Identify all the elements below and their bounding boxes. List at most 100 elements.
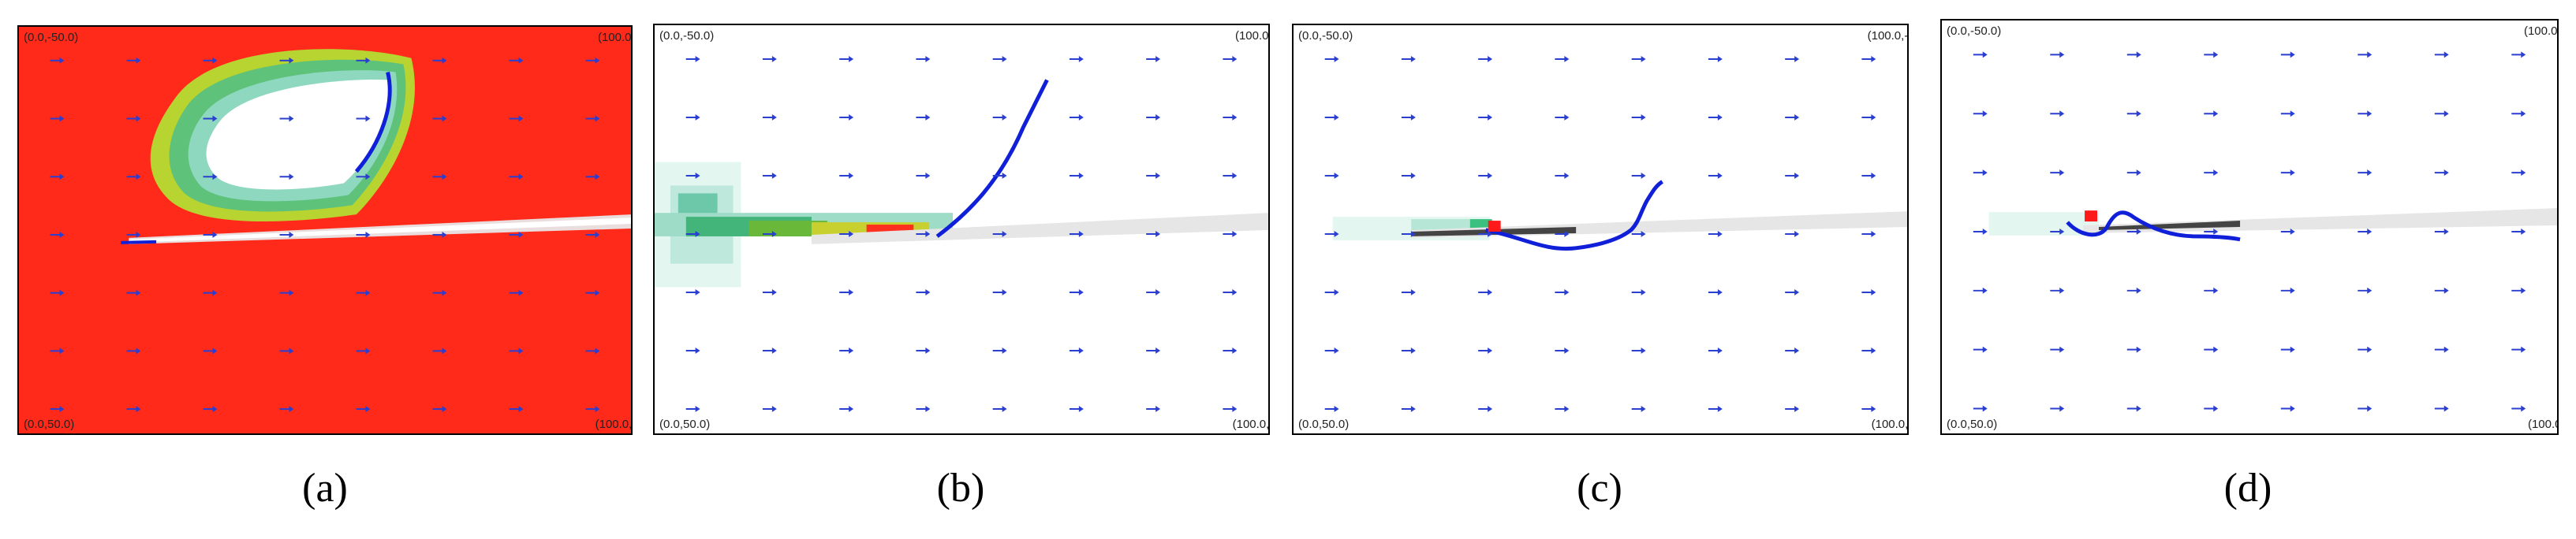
vector-arrow-icon — [1785, 405, 1800, 412]
vector-arrow-icon — [685, 172, 700, 179]
panel-b-vector-field — [685, 55, 1238, 412]
vector-arrow-icon — [356, 173, 371, 180]
vector-arrow-icon — [1478, 113, 1493, 121]
vector-arrow-icon — [1223, 347, 1238, 354]
vector-arrow-icon — [279, 406, 294, 413]
vector-arrow-icon — [2204, 287, 2219, 294]
vector-arrow-icon — [1973, 405, 1988, 412]
panel-c-top-left-label: (0.0,-50.0) — [1298, 29, 1353, 43]
vector-arrow-icon — [992, 113, 1007, 121]
vector-arrow-icon — [432, 173, 447, 180]
panel-d: (0.0,-50.0) (100.0,-5 (0.0,50.0) (100.0,… — [1940, 19, 2559, 435]
vector-arrow-icon — [203, 173, 218, 180]
vector-arrow-icon — [356, 231, 371, 238]
vector-arrow-icon — [2126, 287, 2141, 294]
vector-arrow-icon — [1223, 230, 1238, 237]
vector-arrow-icon — [839, 55, 854, 62]
vector-arrow-icon — [1708, 230, 1723, 237]
vector-arrow-icon — [2126, 405, 2141, 412]
vector-arrow-icon — [1555, 405, 1570, 412]
vector-arrow-icon — [1631, 113, 1646, 121]
vector-arrow-icon — [1861, 347, 1876, 354]
vector-arrow-icon — [1069, 172, 1084, 179]
vector-arrow-icon — [1223, 405, 1238, 412]
vector-arrow-icon — [1631, 347, 1646, 354]
panel-b-bottom-right-label: (100.0,50 — [1232, 418, 1270, 431]
vector-arrow-icon — [1631, 405, 1646, 412]
vector-arrow-icon — [2050, 110, 2065, 117]
vector-arrow-icon — [2126, 51, 2141, 58]
vector-arrow-icon — [356, 406, 371, 413]
vector-arrow-icon — [2511, 110, 2526, 117]
vector-arrow-icon — [1861, 172, 1876, 179]
vector-arrow-icon — [1223, 113, 1238, 121]
vector-arrow-icon — [1555, 347, 1570, 354]
vector-arrow-icon — [2511, 287, 2526, 294]
vector-arrow-icon — [432, 231, 447, 238]
vector-arrow-icon — [1069, 347, 1084, 354]
vector-arrow-icon — [1785, 347, 1800, 354]
vector-arrow-icon — [1555, 55, 1570, 62]
vector-arrow-icon — [1478, 347, 1493, 354]
vector-arrow-icon — [916, 405, 931, 412]
vector-arrow-icon — [1146, 55, 1161, 62]
vector-arrow-icon — [1146, 288, 1161, 296]
vector-arrow-icon — [685, 230, 700, 237]
vector-arrow-icon — [1785, 113, 1800, 121]
panel-a-top-right-label: (100.0,-5 — [597, 31, 632, 44]
vector-arrow-icon — [509, 173, 524, 180]
vector-arrow-icon — [762, 347, 777, 354]
vector-arrow-icon — [2511, 51, 2526, 58]
vector-arrow-icon — [2358, 346, 2373, 353]
vector-arrow-icon — [2126, 346, 2141, 353]
vector-arrow-icon — [509, 115, 524, 122]
vector-arrow-icon — [762, 230, 777, 237]
panel-c-bottom-right-label: (100.0,50 — [1871, 418, 1909, 431]
vector-arrow-icon — [1631, 230, 1646, 237]
vector-arrow-icon — [585, 406, 600, 413]
vector-arrow-icon — [1478, 405, 1493, 412]
vector-arrow-icon — [2280, 110, 2295, 117]
vector-arrow-icon — [685, 288, 700, 296]
vector-arrow-icon — [2511, 169, 2526, 177]
panel-c-bottom-left-label: (0.0,50.0) — [1298, 418, 1350, 431]
vector-arrow-icon — [1555, 113, 1570, 121]
vector-arrow-icon — [1631, 172, 1646, 179]
panel-b-heat-blob — [655, 162, 954, 288]
vector-arrow-icon — [2204, 346, 2219, 353]
panel-b-top-left-label: (0.0,-50.0) — [659, 29, 715, 43]
vector-arrow-icon — [1785, 288, 1800, 296]
vector-arrow-icon — [1324, 347, 1339, 354]
vector-arrow-icon — [1223, 288, 1238, 296]
panel-a-trajectory — [354, 71, 392, 173]
vector-arrow-icon — [2434, 405, 2449, 412]
vector-arrow-icon — [1401, 230, 1416, 237]
vector-arrow-icon — [2280, 169, 2295, 177]
vector-arrow-icon — [762, 113, 777, 121]
vector-arrow-icon — [585, 231, 600, 238]
vector-arrow-icon — [1146, 113, 1161, 121]
vector-arrow-icon — [2434, 228, 2449, 235]
vector-arrow-icon — [509, 406, 524, 413]
vector-arrow-icon — [1324, 288, 1339, 296]
panel-b: (0.0,-50.0) (100.0,-5 (0.0,50.0) (100.0,… — [653, 24, 1270, 435]
vector-arrow-icon — [1069, 288, 1084, 296]
vector-arrow-icon — [1146, 347, 1161, 354]
vector-arrow-icon — [585, 115, 600, 122]
vector-arrow-icon — [2358, 405, 2373, 412]
vector-arrow-icon — [50, 289, 65, 296]
vector-arrow-icon — [2050, 169, 2065, 177]
vector-arrow-icon — [1146, 405, 1161, 412]
vector-arrow-icon — [2050, 287, 2065, 294]
vector-arrow-icon — [126, 115, 141, 122]
vector-arrow-icon — [203, 57, 218, 64]
panel-a-plot — [19, 27, 631, 433]
vector-arrow-icon — [50, 348, 65, 355]
vector-arrow-icon — [1401, 113, 1416, 121]
panel-a-particle-stream — [129, 214, 631, 244]
panel-a-caption: (a) — [302, 466, 348, 511]
vector-arrow-icon — [2050, 346, 2065, 353]
vector-arrow-icon — [1223, 172, 1238, 179]
vector-arrow-icon — [279, 57, 294, 64]
vector-arrow-icon — [279, 348, 294, 355]
